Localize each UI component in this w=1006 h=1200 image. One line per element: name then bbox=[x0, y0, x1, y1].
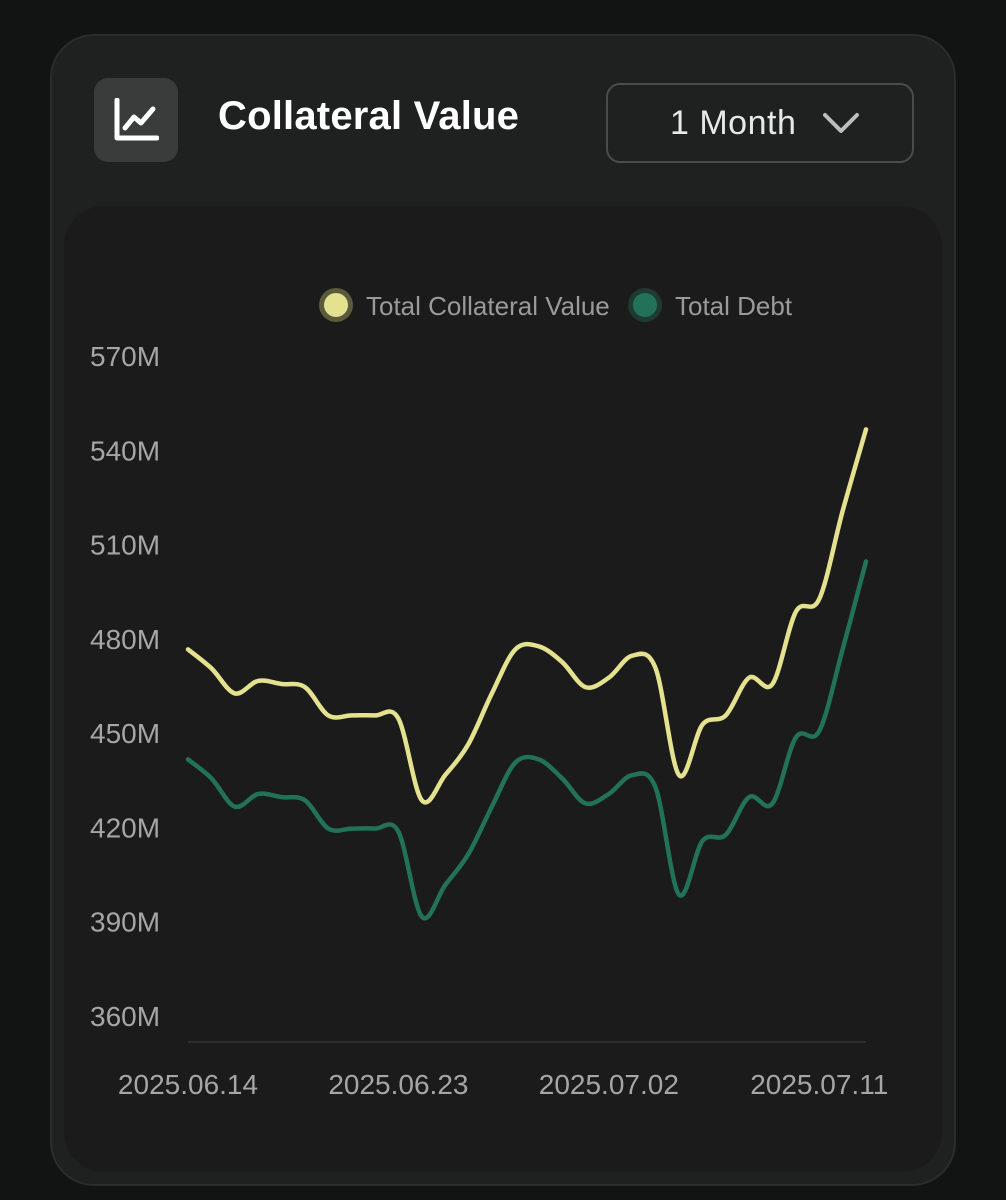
x-axis: 2025.06.14 2025.06.23 2025.07.02 2025.07.11 bbox=[118, 1041, 888, 1100]
legend-marker bbox=[324, 293, 348, 317]
series-line-total-collateral-value bbox=[185, 427, 869, 805]
card-title: Collateral Value bbox=[218, 94, 520, 138]
y-axis: 360M 390M 420M 450M 480M 510M 540M 570M bbox=[90, 341, 160, 1032]
legend-label: Total Collateral Value bbox=[366, 291, 610, 321]
plot-panel: Total Collateral Value Total Debt 360M 390… bbox=[64, 206, 942, 1172]
collateral-value-card: Collateral Value 1 Month Total Collatera… bbox=[50, 34, 956, 1186]
legend-item-total-debt[interactable]: Total Debt bbox=[628, 288, 793, 322]
x-tick-label: 2025.07.02 bbox=[539, 1069, 679, 1100]
y-tick-label: 450M bbox=[90, 718, 160, 749]
x-tick-label: 2025.06.14 bbox=[118, 1069, 258, 1100]
legend-label: Total Debt bbox=[675, 291, 793, 321]
y-tick-label: 390M bbox=[90, 907, 160, 938]
y-tick-label: 360M bbox=[90, 1001, 160, 1032]
time-range-label: 1 Month bbox=[670, 103, 797, 142]
series-line-total-debt bbox=[185, 559, 869, 921]
x-tick-label: 2025.07.11 bbox=[750, 1069, 888, 1100]
line-chart: Total Collateral Value Total Debt 360M 390… bbox=[90, 288, 888, 1100]
series-lines bbox=[185, 427, 869, 921]
time-range-dropdown[interactable]: 1 Month bbox=[606, 83, 914, 163]
y-tick-label: 480M bbox=[90, 624, 160, 655]
y-tick-label: 420M bbox=[90, 812, 160, 843]
chart-legend: Total Collateral Value Total Debt bbox=[319, 288, 793, 322]
chart-line-icon bbox=[114, 98, 159, 141]
y-tick-label: 540M bbox=[90, 435, 160, 466]
y-tick-label: 570M bbox=[90, 341, 160, 372]
chevron-down-icon bbox=[822, 103, 862, 143]
chart-line-icon-box bbox=[94, 78, 178, 162]
x-tick-label: 2025.06.23 bbox=[328, 1069, 468, 1100]
y-tick-label: 510M bbox=[90, 530, 160, 561]
legend-marker bbox=[633, 293, 657, 317]
legend-item-total-collateral-value[interactable]: Total Collateral Value bbox=[319, 288, 610, 322]
